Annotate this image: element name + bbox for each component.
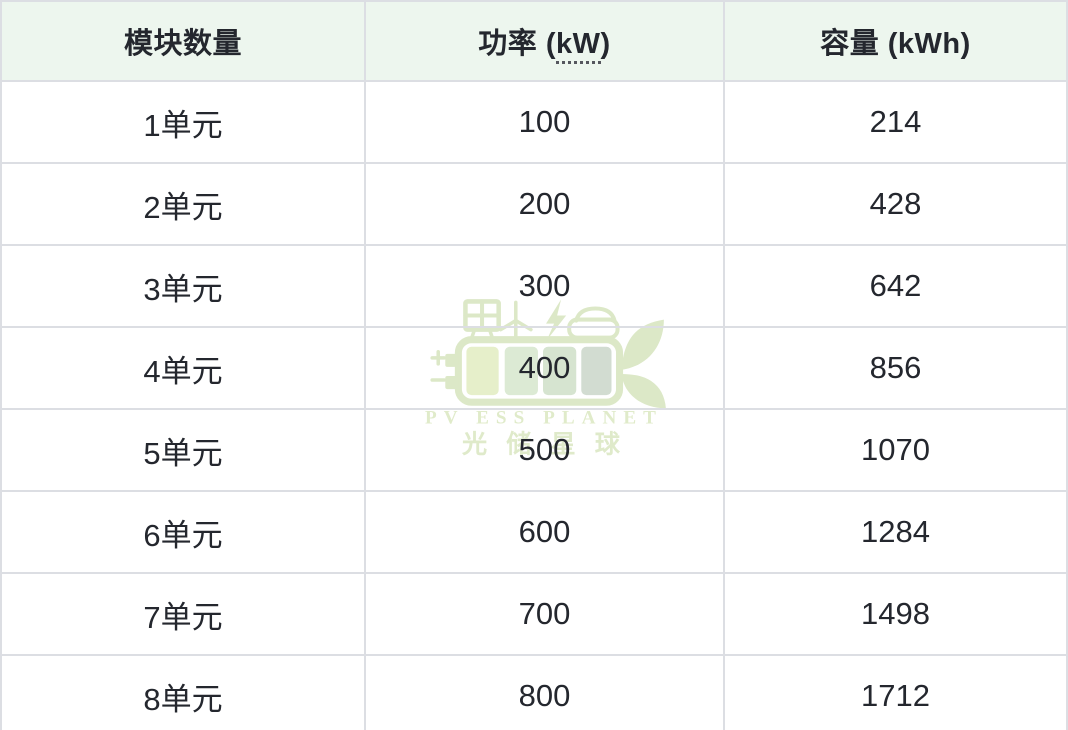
header-row: 模块数量 功率 (kW) 容量 (kWh)	[0, 0, 1068, 82]
module-cell: 5单元	[0, 408, 366, 492]
power-cell: 400	[364, 326, 725, 410]
power-cell: 100	[364, 80, 725, 164]
power-cell: 200	[364, 162, 725, 246]
power-cell: 700	[364, 572, 725, 656]
table-row: 6单元 600 1284	[0, 490, 1068, 574]
table-row: 3单元 300 642	[0, 244, 1068, 328]
capacity-cell: 1498	[723, 572, 1068, 656]
power-cell: 600	[364, 490, 725, 574]
capacity-cell: 642	[723, 244, 1068, 328]
capacity-cell: 856	[723, 326, 1068, 410]
table-row: 8单元 800 1712	[0, 654, 1068, 730]
table-row: 5单元 500 1070	[0, 408, 1068, 492]
module-cell: 3单元	[0, 244, 366, 328]
table-row: 7单元 700 1498	[0, 572, 1068, 656]
capacity-cell: 1712	[723, 654, 1068, 730]
table-row: 4单元 400 856	[0, 326, 1068, 410]
col-header-power: 功率 (kW)	[364, 0, 725, 82]
power-cell: 500	[364, 408, 725, 492]
module-cell: 7单元	[0, 572, 366, 656]
module-cell: 4单元	[0, 326, 366, 410]
module-cell: 2单元	[0, 162, 366, 246]
power-cell: 300	[364, 244, 725, 328]
power-header-suffix: )	[600, 28, 611, 60]
col-header-modules: 模块数量	[0, 0, 366, 82]
power-header-prefix: 功率 (	[478, 28, 557, 60]
capacity-cell: 428	[723, 162, 1068, 246]
table-row: 2单元 200 428	[0, 162, 1068, 246]
power-unit-spellcheck: kW	[556, 28, 601, 64]
module-cell: 1单元	[0, 80, 366, 164]
capacity-cell: 1070	[723, 408, 1068, 492]
capacity-cell: 214	[723, 80, 1068, 164]
capacity-cell: 1284	[723, 490, 1068, 574]
col-header-capacity: 容量 (kWh)	[723, 0, 1068, 82]
power-cell: 800	[364, 654, 725, 730]
module-cell: 8单元	[0, 654, 366, 730]
table-row: 1单元 100 214	[0, 80, 1068, 164]
module-cell: 6单元	[0, 490, 366, 574]
